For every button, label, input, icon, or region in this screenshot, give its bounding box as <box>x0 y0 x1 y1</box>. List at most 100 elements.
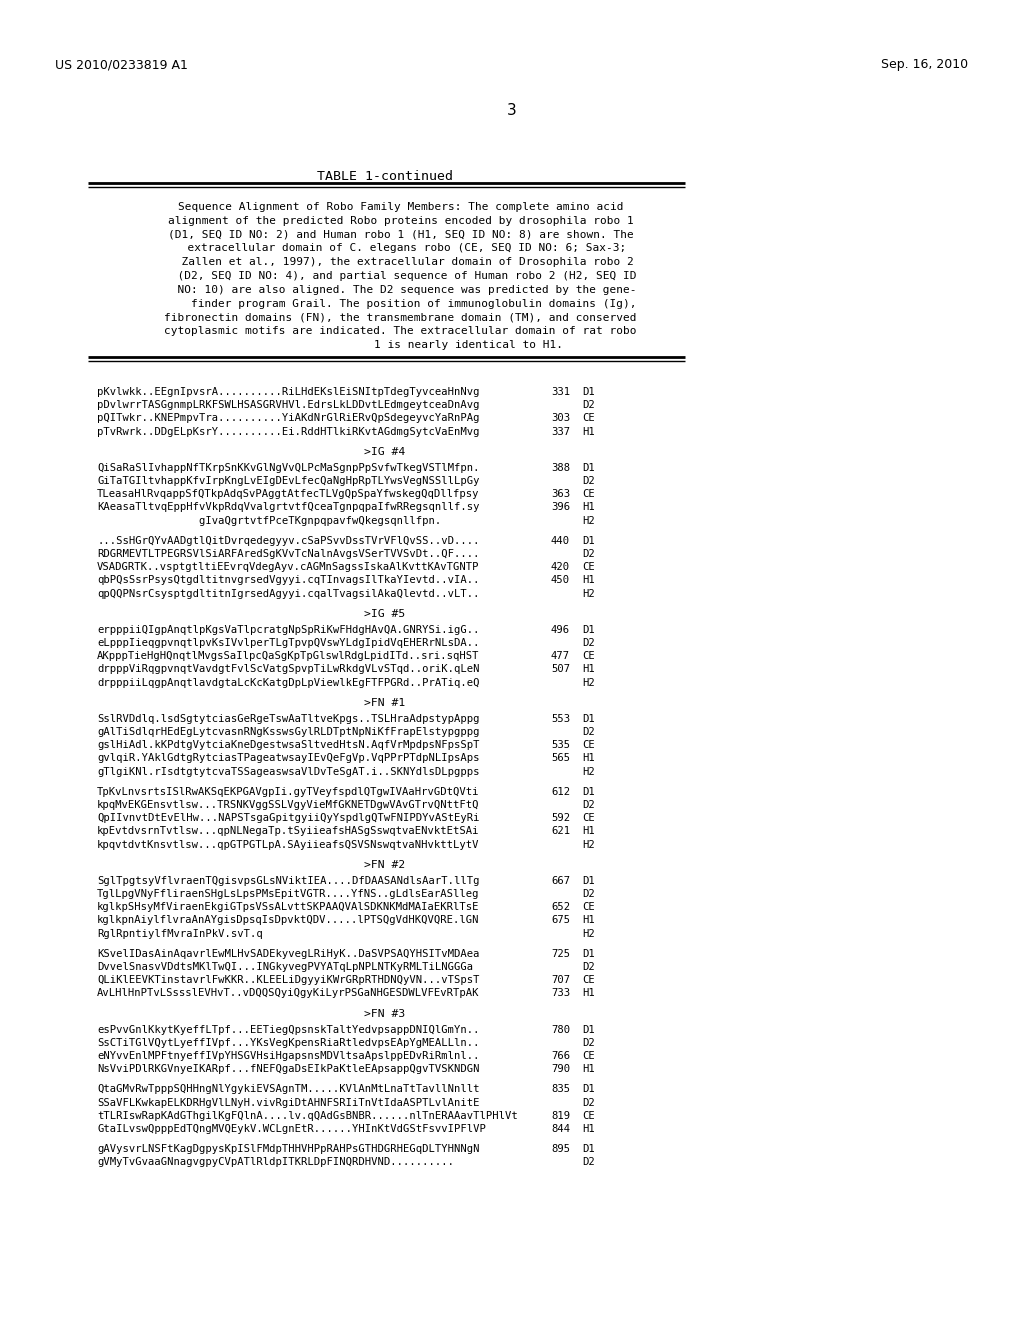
Text: H2: H2 <box>582 516 595 525</box>
Text: H1: H1 <box>582 1125 595 1134</box>
Text: kpqvtdvtKnsvtlsw...qpGTPGTLpA.SAyiieafsQSVSNswqtvaNHvkttLytV: kpqvtdvtKnsvtlsw...qpGTPGTLpA.SAyiieafsQ… <box>97 840 479 850</box>
Text: D1: D1 <box>582 387 595 397</box>
Text: gTlgiKNl.rIsdtgtytcvaTSSageaswsaVlDvTeSgAT.i..SKNYdlsDLpgpps: gTlgiKNl.rIsdtgtytcvaTSSageaswsaVlDvTeSg… <box>97 767 479 776</box>
Text: 553: 553 <box>551 714 570 723</box>
Text: fibronectin domains (FN), the transmembrane domain (TM), and conserved: fibronectin domains (FN), the transmembr… <box>137 313 637 322</box>
Text: 1 is nearly identical to H1.: 1 is nearly identical to H1. <box>212 341 562 350</box>
Text: 707: 707 <box>551 975 570 985</box>
Text: gVMyTvGvaaGNnagvgpyCVpATlRldpITKRLDpFINQRDHVND..........: gVMyTvGvaaGNnagvgpyCVpATlRldpITKRLDpFINQ… <box>97 1158 454 1167</box>
Text: kpEvtdvsrnTvtlsw...qpNLNegaTp.tSyiieafsHASgSswqtvaENvktEtSAi: kpEvtdvsrnTvtlsw...qpNLNegaTp.tSyiieafsH… <box>97 826 479 837</box>
Text: 790: 790 <box>551 1064 570 1074</box>
Text: TLeasaHlRvqappSfQTkpAdqSvPAggtAtfecTLVgQpSpaYfwskegQqDllfpsy: TLeasaHlRvqappSfQTkpAdqSvPAggtAtfecTLVgQ… <box>97 490 479 499</box>
Text: ...SsHGrQYvAADgtlQitDvrqedegyyv.cSaPSvvDssTVrVFlQvSS..vD....: ...SsHGrQYvAADgtlQitDvrqedegyyv.cSaPSvvD… <box>97 536 479 545</box>
Text: Sequence Alignment of Robo Family Members: The complete amino acid: Sequence Alignment of Robo Family Member… <box>151 202 624 213</box>
Text: D1: D1 <box>582 1144 595 1154</box>
Text: gIvaQgrtvtfPceTKgnpqpavfwQkegsqnllfpn.: gIvaQgrtvtfPceTKgnpqpavfwQkegsqnllfpn. <box>97 516 441 525</box>
Text: D1: D1 <box>582 624 595 635</box>
Text: gvlqiR.YAklGdtgRytciasTPageatwsayIEvQeFgVp.VqPPrPTdpNLIpsAps: gvlqiR.YAklGdtgRytciasTPageatwsayIEvQeFg… <box>97 754 479 763</box>
Text: >FN #2: >FN #2 <box>365 859 406 870</box>
Text: pTvRwrk..DDgELpKsrY..........Ei.RddHTlkiRKvtAGdmgSytcVaEnMvg: pTvRwrk..DDgELpKsrY..........Ei.RddHTlki… <box>97 426 479 437</box>
Text: AKpppTieHgHQnqtlMvgsSaIlpcQaSgKpTpGlswlRdgLpidITd..sri.sqHST: AKpppTieHgHQnqtlMvgsSaIlpcQaSgKpTpGlswlR… <box>97 651 479 661</box>
Text: 844: 844 <box>551 1125 570 1134</box>
Text: KSvelIDasAinAqavrlEwMLHvSADEkyvegLRiHyK..DaSVPSAQYHSITvMDAea: KSvelIDasAinAqavrlEwMLHvSADEkyvegLRiHyK.… <box>97 949 479 958</box>
Text: kpqMvEKGEnsvtlsw...TRSNKVggSSLVgyVieMfGKNETDgwVAvGTrvQNttFtQ: kpqMvEKGEnsvtlsw...TRSNKVggSSLVgyVieMfGK… <box>97 800 479 810</box>
Text: 612: 612 <box>551 787 570 797</box>
Text: 675: 675 <box>551 915 570 925</box>
Text: H1: H1 <box>582 754 595 763</box>
Text: 592: 592 <box>551 813 570 824</box>
Text: AvLHlHnPTvLSssslEVHvT..vDQQSQyiQgyKiLyrPSGaNHGESDWLVFEvRTpAK: AvLHlHnPTvLSssslEVHvT..vDQQSQyiQgyKiLyrP… <box>97 989 479 998</box>
Text: H2: H2 <box>582 589 595 598</box>
Text: D2: D2 <box>582 1098 595 1107</box>
Text: D2: D2 <box>582 727 595 737</box>
Text: 363: 363 <box>551 490 570 499</box>
Text: >IG #5: >IG #5 <box>365 609 406 619</box>
Text: 303: 303 <box>551 413 570 424</box>
Text: QLiKlEEVKTinstavrlFwKKR..KLEELiDgyyiKWrGRpRTHDNQyVN...vTSpsT: QLiKlEEVKTinstavrlFwKKR..KLEELiDgyyiKWrG… <box>97 975 479 985</box>
Text: CE: CE <box>582 741 595 750</box>
Text: pDvlwrrTASGgnmpLRKFSWLHSASGRVHVl.EdrsLkLDDvtLEdmgeytceaDnAvg: pDvlwrrTASGgnmpLRKFSWLHSASGRVHVl.EdrsLkL… <box>97 400 479 411</box>
Text: qbPQsSsrPsysQtgdltitnvgrsedVgyyi.cqTInvagsIlTkaYIevtd..vIA..: qbPQsSsrPsysQtgdltitnvgrsedVgyyi.cqTInva… <box>97 576 479 585</box>
Text: tTLRIswRapKAdGThgilKgFQlnA....lv.qQAdGsBNBR......nlTnERAAavTlPHlVt: tTLRIswRapKAdGThgilKgFQlnA....lv.qQAdGsB… <box>97 1111 518 1121</box>
Text: cytoplasmic motifs are indicated. The extracellular domain of rat robo: cytoplasmic motifs are indicated. The ex… <box>137 326 637 337</box>
Text: QiSaRaSlIvhappNfTKrpSnKKvGlNgVvQLPcMaSgnpPpSvfwTkegVSTlMfpn.: QiSaRaSlIvhappNfTKrpSnKKvGlNgVvQLPcMaSgn… <box>97 463 479 473</box>
Text: 667: 667 <box>551 875 570 886</box>
Text: erpppiiQIgpAnqtlpKgsVaTlpcratgNpSpRiKwFHdgHAvQA.GNRYSi.igG..: erpppiiQIgpAnqtlpKgsVaTlpcratgNpSpRiKwFH… <box>97 624 479 635</box>
Text: D1: D1 <box>582 787 595 797</box>
Text: 3: 3 <box>507 103 517 117</box>
Text: 337: 337 <box>551 426 570 437</box>
Text: 565: 565 <box>551 754 570 763</box>
Text: VSADGRTK..vsptgtltiEEvrqVdegAyv.cAGMnSagssIskaAlKvttKAvTGNTP: VSADGRTK..vsptgtltiEEvrqVdegAyv.cAGMnSag… <box>97 562 479 572</box>
Text: D1: D1 <box>582 714 595 723</box>
Text: kglkpnAiylflvraAnAYgisDpsqIsDpvktQDV.....lPTSQgVdHKQVQRE.lGN: kglkpnAiylflvraAnAYgisDpsqIsDpvktQDV....… <box>97 915 479 925</box>
Text: GiTaTGIltvhappKfvIrpKngLvEIgDEvLfecQaNgHpRpTLYwsVegNSSllLpGy: GiTaTGIltvhappKfvIrpKngLvEIgDEvLfecQaNgH… <box>97 477 479 486</box>
Text: CE: CE <box>582 413 595 424</box>
Text: D2: D2 <box>582 800 595 810</box>
Text: 895: 895 <box>551 1144 570 1154</box>
Text: 440: 440 <box>551 536 570 545</box>
Text: H1: H1 <box>582 1064 595 1074</box>
Text: D2: D2 <box>582 638 595 648</box>
Text: D1: D1 <box>582 536 595 545</box>
Text: GtaILvswQpppEdTQngMVQEykV.WCLgnEtR......YHInKtVdGStFsvvIPFlVP: GtaILvswQpppEdTQngMVQEykV.WCLgnEtR......… <box>97 1125 485 1134</box>
Text: D1: D1 <box>582 949 595 958</box>
Text: TpKvLnvsrtsISlRwAKSqEKPGAVgpIi.gyTVeyfspdlQTgwIVAaHrvGDtQVti: TpKvLnvsrtsISlRwAKSqEKPGAVgpIi.gyTVeyfsp… <box>97 787 479 797</box>
Text: DvvelSnasvVDdtsMKlTwQI...INGkyvegPVYATqLpNPLNTKyRMLTiLNGGGa: DvvelSnasvVDdtsMKlTwQI...INGkyvegPVYATqL… <box>97 962 473 972</box>
Text: 725: 725 <box>551 949 570 958</box>
Text: 652: 652 <box>551 902 570 912</box>
Text: TglLpgVNyFfliraenSHgLsLpsPMsEpitVGTR....YfNS..gLdlsEarASlleg: TglLpgVNyFfliraenSHgLsLpsPMsEpitVGTR....… <box>97 888 479 899</box>
Text: KAeasaTltvqEppHfvVkpRdqVvalgrtvtfQceaTgnpqpaIfwRRegsqnllf.sy: KAeasaTltvqEppHfvVkpRdqVvalgrtvtfQceaTgn… <box>97 503 479 512</box>
Text: D2: D2 <box>582 477 595 486</box>
Text: (D2, SEQ ID NO: 4), and partial sequence of Human robo 2 (H2, SEQ ID: (D2, SEQ ID NO: 4), and partial sequence… <box>137 271 637 281</box>
Text: H2: H2 <box>582 928 595 939</box>
Text: US 2010/0233819 A1: US 2010/0233819 A1 <box>55 58 187 71</box>
Text: SslRVDdlq.lsdSgtytciasGeRgeTswAaTltveKpgs..TSLHraAdpstypAppg: SslRVDdlq.lsdSgtytciasGeRgeTswAaTltveKpg… <box>97 714 479 723</box>
Text: 420: 420 <box>551 562 570 572</box>
Text: H1: H1 <box>582 503 595 512</box>
Text: gAVysvrLNSFtKagDgpysKpISlFMdpTHHVHPpRAHPsGTHDGRHEGqDLTYHNNgN: gAVysvrLNSFtKagDgpysKpISlFMdpTHHVHPpRAHP… <box>97 1144 479 1154</box>
Text: >FN #1: >FN #1 <box>365 698 406 708</box>
Text: D1: D1 <box>582 463 595 473</box>
Text: pQITwkr..KNEPmpvTra..........YiAKdNrGlRiERvQpSdegeyvcYaRnPAg: pQITwkr..KNEPmpvTra..........YiAKdNrGlRi… <box>97 413 479 424</box>
Text: CE: CE <box>582 490 595 499</box>
Text: alignment of the predicted Robo proteins encoded by drosophila robo 1: alignment of the predicted Robo proteins… <box>140 215 634 226</box>
Text: RglRpntiylfMvraInPkV.svT.q: RglRpntiylfMvraInPkV.svT.q <box>97 928 263 939</box>
Text: CE: CE <box>582 651 595 661</box>
Text: 621: 621 <box>551 826 570 837</box>
Text: TABLE 1-continued: TABLE 1-continued <box>317 170 453 183</box>
Text: H2: H2 <box>582 840 595 850</box>
Text: SSaVFLKwkapELKDRHgVlLNyH.vivRgiDtAHNFSRIiTnVtIdaASPTLvlAnitE: SSaVFLKwkapELKDRHgVlLNyH.vivRgiDtAHNFSRI… <box>97 1098 479 1107</box>
Text: 507: 507 <box>551 664 570 675</box>
Text: D1: D1 <box>582 875 595 886</box>
Text: D2: D2 <box>582 400 595 411</box>
Text: pKvlwkk..EEgnIpvsrA..........RiLHdEKslEiSNItpTdegTyvceaHnNvg: pKvlwkk..EEgnIpvsrA..........RiLHdEKslEi… <box>97 387 479 397</box>
Text: 496: 496 <box>551 624 570 635</box>
Text: 388: 388 <box>551 463 570 473</box>
Text: D2: D2 <box>582 1038 595 1048</box>
Text: H2: H2 <box>582 677 595 688</box>
Text: finder program Grail. The position of immunoglobulin domains (Ig),: finder program Grail. The position of im… <box>137 298 637 309</box>
Text: >IG #4: >IG #4 <box>365 446 406 457</box>
Text: NsVviPDlRKGVnyeIKARpf...fNEFQgaDsEIkPaKtleEApsappQgvTVSKNDGN: NsVviPDlRKGVnyeIKARpf...fNEFQgaDsEIkPaKt… <box>97 1064 479 1074</box>
Text: 396: 396 <box>551 503 570 512</box>
Text: gslHiAdl.kKPdtgVytciaKneDgestwsaSltvedHtsN.AqfVrMpdpsNFpsSpT: gslHiAdl.kKPdtgVytciaKneDgestwsaSltvedHt… <box>97 741 479 750</box>
